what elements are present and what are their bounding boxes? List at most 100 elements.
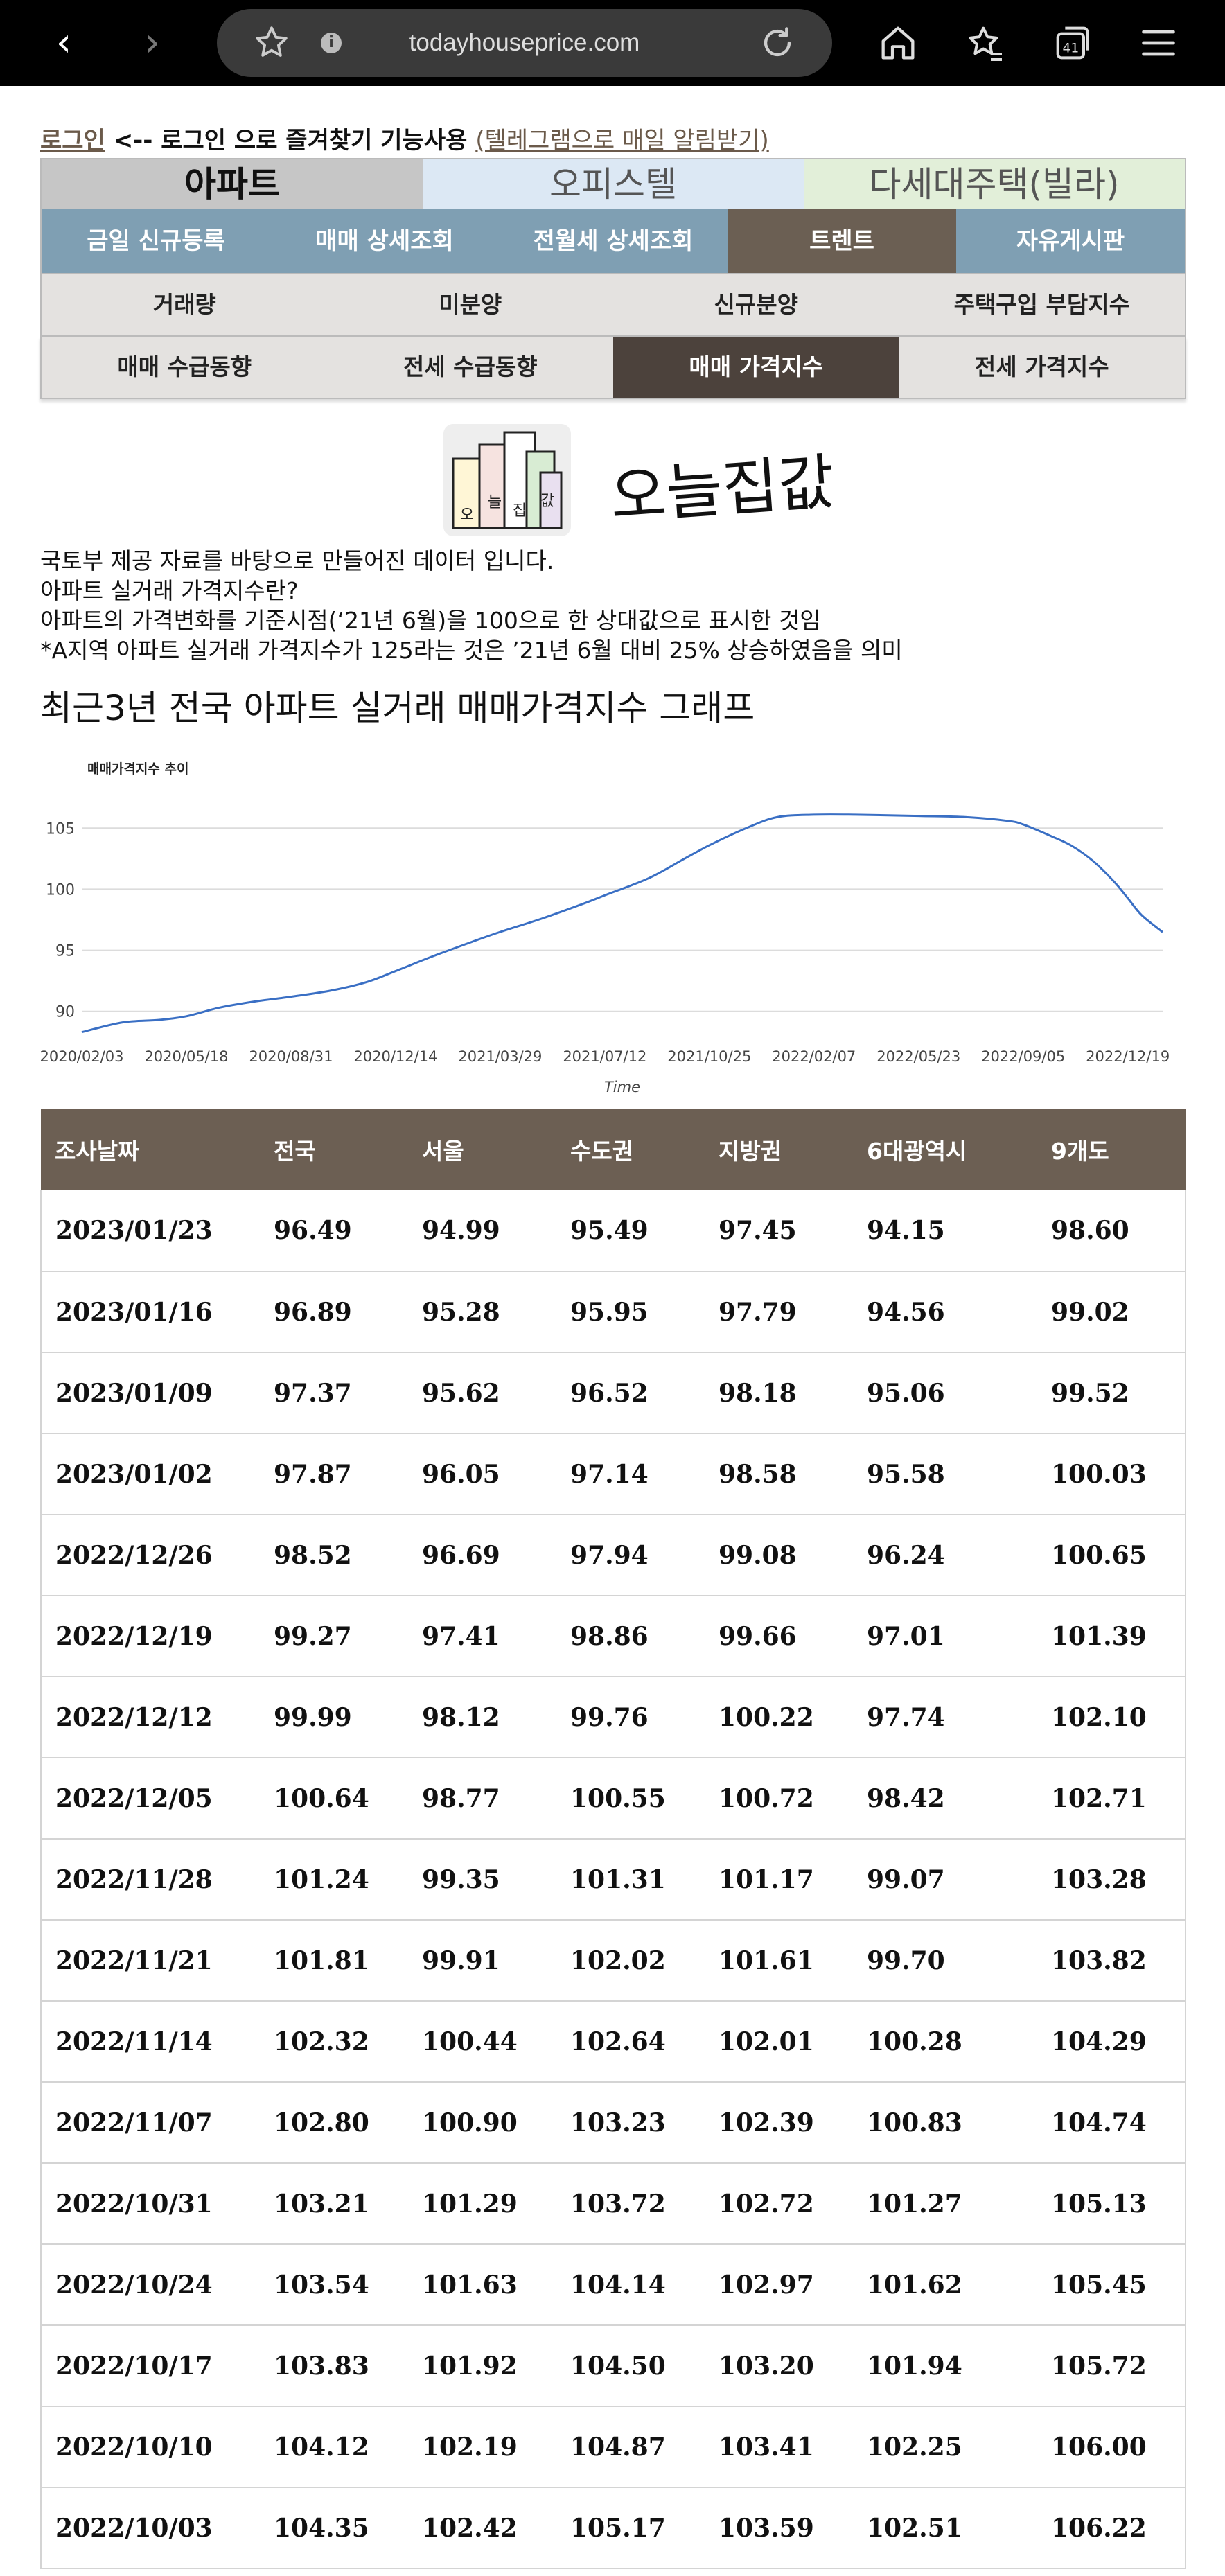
table-cell: 100.28 [853,2001,1037,2083]
table-cell: 99.91 [408,1920,556,2002]
table-cell: 2022/10/31 [40,2163,260,2245]
browser-toolbar: ‹ › i todayhouseprice.com 41 [0,0,1225,86]
logo-letter-2: 늘 [488,494,502,511]
column-header-province9: 9개도 [1037,1109,1186,1190]
table-cell: 95.58 [853,1433,1037,1515]
description-line: *A지역 아파트 실거래 가격지수가 125라는 것은 ’21년 6월 대비 2… [40,637,903,664]
table-cell: 101.92 [408,2325,556,2407]
table-cell: 2022/12/12 [40,1677,260,1758]
table-cell: 102.64 [556,2001,705,2083]
address-bar[interactable]: i todayhouseprice.com [217,9,832,77]
table-cell: 104.12 [260,2406,408,2488]
trend-submenu-1: 거래량 미분양 신규분양 주택구입 부담지수 [40,273,1186,337]
x-axis-label: Time [604,1079,640,1095]
table-cell: 99.66 [705,1596,853,1677]
x-tick-label: 2021/07/12 [563,1048,646,1065]
table-cell: 2023/01/16 [40,1271,260,1353]
menu-sale-detail[interactable]: 매매 상세조회 [315,227,454,255]
table-cell: 101.29 [408,2163,556,2245]
back-icon[interactable]: ‹ [55,20,72,65]
table-cell: 98.86 [556,1596,705,1677]
table-row: 2023/01/16 96.89 95.28 95.95 97.79 94.56 99.02 [40,1271,1186,1353]
table-cell: 97.87 [260,1433,408,1515]
submenu-new-sale[interactable]: 신규분양 [714,291,798,318]
url-text[interactable]: todayhouseprice.com [409,29,640,56]
submenu-sale-supply[interactable]: 매매 수급동향 [117,353,252,380]
table-cell: 96.69 [408,1515,556,1596]
login-line: 로그인 <-- 로그인 으로 즐겨찾기 기능사용 (텔레그램으로 매일 알림받기… [40,125,769,157]
logo-text: 오늘집값 [608,445,837,533]
tabs-icon[interactable]: 41 [1050,21,1095,65]
table-cell: 103.83 [260,2325,408,2407]
column-header-nationwide: 전국 [260,1109,408,1190]
table-cell: 101.17 [705,1839,853,1921]
table-cell: 101.24 [260,1839,408,1921]
y-tick-label: 90 [55,1004,75,1021]
trend-submenu-2: 매매 수급동향 전세 수급동향 매매 가격지수 전세 가격지수 [40,337,1186,399]
favorites-icon[interactable] [963,21,1007,65]
table-cell: 103.54 [260,2244,408,2326]
table-cell: 2022/10/17 [40,2325,260,2407]
table-cell: 99.76 [556,1677,705,1758]
table-cell: 94.15 [853,1190,1037,1272]
description-line: 아파트 실거래 가격지수란? [40,577,299,604]
table-cell: 2023/01/23 [40,1190,260,1272]
column-header-metro6: 6대광역시 [853,1109,1037,1190]
submenu-volume[interactable]: 거래량 [152,291,216,318]
submenu-jeonse-supply[interactable]: 전세 수급동향 [403,353,538,380]
table-cell: 2022/11/21 [40,1920,260,2002]
table-cell: 100.83 [853,2082,1037,2164]
table-cell: 97.74 [853,1677,1037,1758]
table-row: 2022/10/24 103.54 101.63 104.14 102.97 101.62… [40,2244,1186,2326]
table-cell: 98.18 [705,1352,853,1434]
table-cell: 97.94 [556,1515,705,1596]
submenu-sale-price-index[interactable]: 매매 가격지수 [613,337,899,398]
table-cell: 103.21 [260,2163,408,2245]
table-row: 2022/12/26 98.52 96.69 97.94 99.08 96.24 100.6… [40,1515,1186,1596]
table-row: 2022/11/14 102.32 100.44 102.64 102.01 100.28… [40,2001,1186,2083]
table-cell: 103.59 [705,2487,853,2569]
submenu-jeonse-price-index[interactable]: 전세 가격지수 [974,353,1109,380]
bookmark-star-icon[interactable] [252,23,292,63]
table-cell: 2022/10/03 [40,2487,260,2569]
table-cell: 96.24 [853,1515,1037,1596]
menu-icon[interactable] [1136,21,1181,65]
table-row: 2022/11/21 101.81 99.91 102.02 101.61 99.70 10… [40,1920,1186,2002]
home-icon[interactable] [876,21,920,65]
menu-board[interactable]: 자유게시판 [1016,227,1125,255]
telegram-link[interactable]: (텔레그램으로 매일 알림받기) [475,127,769,155]
table-cell: 97.14 [556,1433,705,1515]
table-cell: 99.70 [853,1920,1037,2002]
table-cell: 97.01 [853,1596,1037,1677]
y-tick-label: 95 [55,943,75,960]
table-cell: 102.80 [260,2082,408,2164]
table-cell: 100.90 [408,2082,556,2164]
table-cell: 106.00 [1037,2406,1186,2488]
category-tabs: 아파트 오피스텔 다세대주택(빌라) [40,158,1186,209]
table-row: 2022/11/07 102.80 100.90 103.23 102.39 100.83… [40,2082,1186,2164]
menu-trend[interactable]: 트렌트 [728,209,956,273]
table-cell: 100.44 [408,2001,556,2083]
tab-officetel[interactable]: 오피스텔 [423,159,804,209]
table-cell: 104.50 [556,2325,705,2407]
submenu-affordability[interactable]: 주택구입 부담지수 [953,291,1130,318]
table-cell: 100.22 [705,1677,853,1758]
submenu-unsold[interactable]: 미분양 [439,291,502,318]
table-cell: 101.94 [853,2325,1037,2407]
reload-icon[interactable] [757,23,797,63]
menu-new-listings[interactable]: 금일 신규등록 [87,227,225,255]
table-cell: 98.77 [408,1758,556,1840]
table-cell: 97.79 [705,1271,853,1353]
table-cell: 104.74 [1037,2082,1186,2164]
site-info-icon[interactable]: i [321,33,342,53]
tab-villa[interactable]: 다세대주택(빌라) [804,159,1185,209]
tab-apartment[interactable]: 아파트 [42,159,423,209]
description-line: 아파트의 가격변화를 기준시점(‘21년 6월)을 100으로 한 상대값으로 … [40,607,821,634]
table-cell: 102.01 [705,2001,853,2083]
menu-rent-detail[interactable]: 전월세 상세조회 [533,227,694,255]
table-cell: 94.99 [408,1190,556,1272]
forward-icon[interactable]: › [144,20,161,65]
table-cell: 98.52 [260,1515,408,1596]
login-link[interactable]: 로그인 [40,127,105,155]
table-cell: 106.22 [1037,2487,1186,2569]
